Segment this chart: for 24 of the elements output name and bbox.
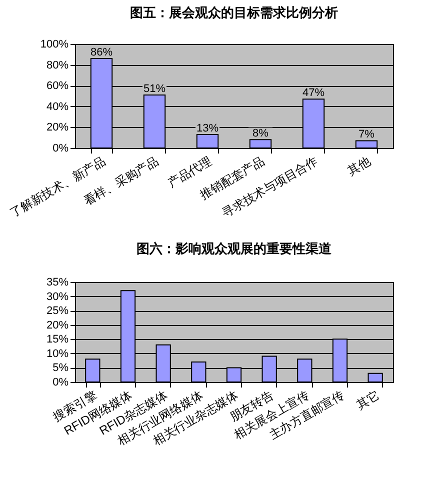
data-label: 8% bbox=[252, 128, 269, 140]
y-tick-label: 15% bbox=[46, 334, 69, 346]
y-tick-label: 0% bbox=[52, 376, 69, 388]
data-label: 86% bbox=[90, 46, 113, 59]
data-label: 7% bbox=[358, 128, 375, 141]
y-tick-label: 40% bbox=[46, 100, 69, 113]
y-tick-label: 35% bbox=[46, 276, 69, 288]
data-label: 51% bbox=[143, 82, 166, 95]
chart-title: 图六：影响观众观展的重要性渠道 bbox=[136, 241, 332, 256]
y-tick-label: 60% bbox=[46, 80, 69, 92]
y-tick-label: 25% bbox=[46, 305, 69, 318]
data-label: 13% bbox=[196, 122, 219, 134]
y-tick-label: 0% bbox=[52, 142, 69, 154]
y-tick-label: 100% bbox=[40, 38, 69, 50]
y-tick-label: 5% bbox=[52, 362, 69, 374]
y-tick-label: 80% bbox=[46, 59, 69, 72]
y-tick-label: 10% bbox=[46, 348, 69, 360]
y-tick-label: 20% bbox=[46, 319, 69, 332]
chart-title: 图五：展会观众的目标需求比例分析 bbox=[130, 5, 338, 20]
x-tick-label: 其他 bbox=[345, 154, 373, 178]
x-tick-label: 其它 bbox=[354, 388, 382, 412]
y-tick-label: 20% bbox=[46, 122, 69, 134]
data-label: 47% bbox=[302, 87, 325, 100]
y-tick-label: 30% bbox=[46, 290, 69, 303]
